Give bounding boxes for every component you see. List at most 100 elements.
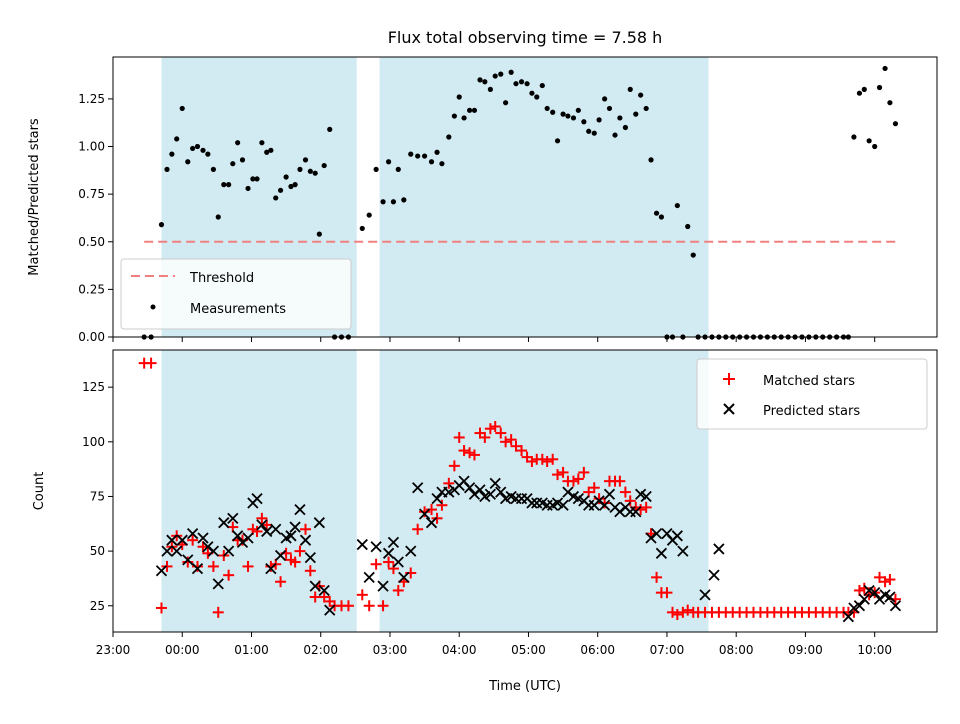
measurement-point <box>492 73 498 79</box>
measurement-point <box>390 199 397 205</box>
predicted-star-point <box>251 493 263 505</box>
matched-star-point <box>661 587 673 599</box>
measurement-point <box>312 170 318 176</box>
predicted-star-stroke <box>474 484 486 496</box>
predicted-star-point <box>294 503 306 516</box>
predicted-star-point <box>356 538 368 551</box>
matched-star-point <box>547 453 559 465</box>
predicted-star-point <box>474 484 486 496</box>
y-tick-label: 100 <box>82 435 105 449</box>
predicted-star-stroke <box>227 512 239 524</box>
predicted-star-point <box>699 589 711 601</box>
measurement-point <box>421 153 428 159</box>
matched-star-point <box>552 469 564 481</box>
predicted-star-stroke <box>382 547 395 559</box>
legend-predicted-label: Predicted stars <box>763 404 860 419</box>
predicted-star-stroke <box>186 527 199 540</box>
y-tick-label: 0.75 <box>78 187 105 201</box>
predicted-star-point <box>398 571 410 583</box>
predicted-star-point <box>265 562 277 575</box>
predicted-star-point <box>261 525 273 538</box>
matched-star-point <box>614 475 626 487</box>
matched-star-point <box>516 445 528 457</box>
bottom-y-ticks: 25 50 75 100 125 <box>82 380 113 613</box>
measurement-point <box>539 82 545 89</box>
x-tick-label: 23:00 <box>96 643 131 657</box>
measurement-point <box>428 159 435 165</box>
observing-window <box>379 350 709 632</box>
predicted-star-point <box>232 530 244 542</box>
predicted-star-stroke <box>630 506 642 518</box>
predicted-star-point <box>412 482 424 494</box>
measurement-point <box>477 77 483 83</box>
top-legend-box <box>120 258 352 330</box>
measurement-point <box>268 147 274 153</box>
predicted-star-stroke <box>370 541 382 553</box>
predicted-star-point <box>318 584 330 597</box>
predicted-star-point <box>495 486 507 498</box>
measurement-point <box>648 157 654 163</box>
top-y-axis-label: Matched/Predicted stars <box>27 118 42 276</box>
predicted-star-stroke <box>207 545 220 557</box>
y-tick-label: 0.25 <box>78 282 105 296</box>
measurement-point <box>633 111 639 117</box>
predicted-star-stroke <box>598 499 611 511</box>
predicted-star-point <box>640 490 652 503</box>
measurement-point <box>316 231 322 237</box>
predicted-star-stroke <box>285 530 297 542</box>
matched-star-point <box>294 545 306 557</box>
predicted-star-stroke <box>484 488 497 500</box>
y-tick-label: 1.00 <box>78 140 105 154</box>
predicted-star-stroke <box>161 545 173 557</box>
predicted-star-point <box>598 499 611 511</box>
measurement-point <box>215 214 221 220</box>
matched-star-point <box>624 495 636 507</box>
measurement-point <box>503 100 509 106</box>
predicted-star-stroke <box>405 545 417 557</box>
measurement-point <box>498 71 504 77</box>
measurement-point <box>674 202 680 209</box>
measurement-point <box>851 134 857 140</box>
predicted-star-stroke <box>536 497 548 509</box>
matched-star-point <box>383 556 395 568</box>
predicted-star-stroke <box>270 523 282 535</box>
measurement-point <box>690 252 696 258</box>
matched-star-point <box>191 560 203 572</box>
predicted-star-point <box>484 488 497 500</box>
x-tick-label: 09:00 <box>788 643 823 657</box>
measurement-point <box>185 159 191 165</box>
measurement-point <box>622 124 629 131</box>
measurement-point <box>550 109 556 115</box>
predicted-star-stroke <box>166 534 178 546</box>
predicted-star-stroke <box>363 571 375 583</box>
predicted-star-stroke <box>251 493 263 505</box>
matched-star-point <box>651 571 663 583</box>
predicted-star-stroke <box>463 482 476 494</box>
measurement-point <box>524 81 530 87</box>
predicted-star-point <box>182 554 194 566</box>
measurement-point <box>882 65 888 72</box>
measurement-point <box>205 151 211 157</box>
predicted-star-stroke <box>869 587 881 599</box>
measurement-point <box>617 115 623 121</box>
measurement-point <box>456 94 462 100</box>
measurement-point <box>508 69 514 75</box>
y-tick-label: 50 <box>90 544 105 558</box>
predicted-star-stroke <box>495 486 507 498</box>
matched-star-point <box>884 574 896 586</box>
predicted-star-point <box>884 591 896 603</box>
x-tick-label: 07:00 <box>650 643 685 657</box>
measurement-point <box>164 166 170 172</box>
measurement-point <box>434 149 440 155</box>
matched-star-point <box>453 431 465 443</box>
measurement-point <box>230 161 236 167</box>
predicted-star-stroke <box>418 508 431 520</box>
measurement-point <box>471 107 478 113</box>
measurement-point <box>226 182 232 188</box>
predicted-star-point <box>166 534 178 546</box>
legend-matched-swatch <box>723 373 735 385</box>
predicted-star-point <box>382 547 395 559</box>
measurement-point <box>856 90 863 96</box>
matched-star-point <box>251 525 263 537</box>
measurement-point <box>264 149 270 155</box>
